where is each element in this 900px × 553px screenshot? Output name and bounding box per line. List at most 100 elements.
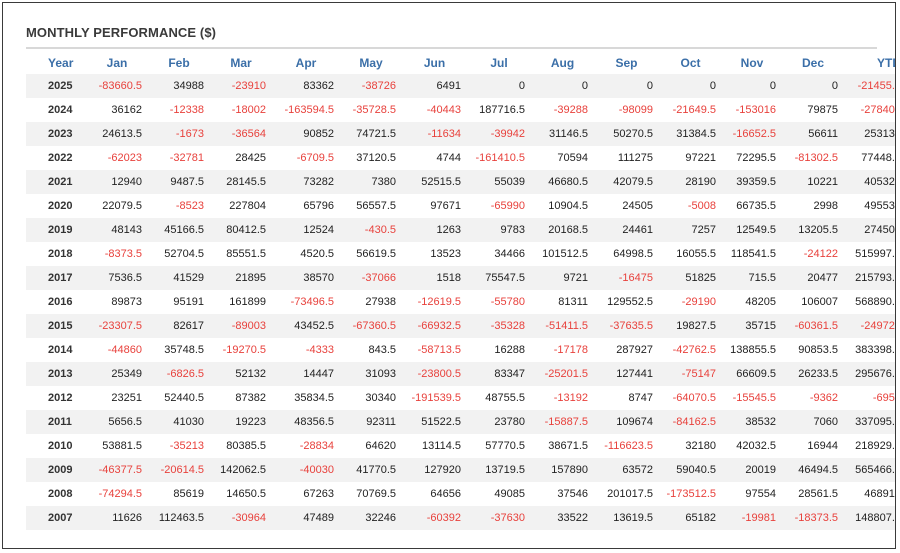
table-row: 2013 25349 -6826.5 52132 14447 31093 -23800.5 8… (26, 362, 895, 386)
ytd-cell: 148807.5 (844, 506, 895, 530)
month-cell-oct: -75147 (659, 362, 722, 386)
month-cell-may: 64620 (340, 434, 402, 458)
month-cell-jun: -40443 (402, 98, 467, 122)
table-row: 2014 -44860 35748.5 -19270.5 -4333 843.5 -5871… (26, 338, 895, 362)
month-cell-jul: 0 (467, 74, 531, 98)
table-row: 2024 36162 -12338 -18002 -163594.5 -35728.5 -4… (26, 98, 895, 122)
ytd-cell: -6959 (844, 386, 895, 410)
month-cell-sep: 201017.5 (594, 482, 659, 506)
month-cell-sep: 109674 (594, 410, 659, 434)
column-header-may: May (359, 55, 383, 70)
month-cell-jun: 127920 (402, 458, 467, 482)
ytd-cell: 383398.5 (844, 338, 895, 362)
month-cell-nov: 35715 (722, 314, 782, 338)
month-cell-may: 56557.5 (340, 194, 402, 218)
month-cell-nov: -15545.5 (722, 386, 782, 410)
month-cell-sep: 42079.5 (594, 170, 659, 194)
month-cell-may: 37120.5 (340, 146, 402, 170)
month-cell-jan: -23307.5 (86, 314, 148, 338)
month-cell-mar: 21895 (210, 266, 272, 290)
month-cell-apr: 43452.5 (272, 314, 340, 338)
month-cell-feb: -35213 (148, 434, 210, 458)
month-cell-apr: 65796 (272, 194, 340, 218)
month-cell-sep: 287927 (594, 338, 659, 362)
month-cell-jun: 1518 (402, 266, 467, 290)
ytd-cell: 218929.5 (844, 434, 895, 458)
month-cell-mar: 28425 (210, 146, 272, 170)
month-cell-feb: -12338 (148, 98, 210, 122)
month-cell-jun: -23800.5 (402, 362, 467, 386)
column-header-dec: Dec (801, 55, 824, 70)
ytd-cell: 337095.5 (844, 410, 895, 434)
month-cell-dec: 7060 (782, 410, 844, 434)
month-cell-may: -37066 (340, 266, 402, 290)
month-cell-mar: 80385.5 (210, 434, 272, 458)
month-cell-feb: 45166.5 (148, 218, 210, 242)
month-cell-nov: 48205 (722, 290, 782, 314)
month-cell-apr: 73282 (272, 170, 340, 194)
column-header-mar: Mar (230, 55, 252, 70)
table-body: 2025 -83660.5 34988 -23910 83362 -38726 6491 0 0… (26, 74, 895, 530)
month-cell-sep: 111275 (594, 146, 659, 170)
month-cell-jun: 6491 (402, 74, 467, 98)
month-cell-sep: -37635.5 (594, 314, 659, 338)
month-cell-feb: 9487.5 (148, 170, 210, 194)
month-cell-sep: 24505 (594, 194, 659, 218)
month-cell-jun: -11634 (402, 122, 467, 146)
month-cell-aug: 10904.5 (531, 194, 594, 218)
month-cell-apr: 83362 (272, 74, 340, 98)
month-cell-jan: -83660.5 (86, 74, 148, 98)
month-cell-may: -67360.5 (340, 314, 402, 338)
month-cell-dec: 0 (782, 74, 844, 98)
month-cell-jan: 22079.5 (86, 194, 148, 218)
month-cell-dec: -18373.5 (782, 506, 844, 530)
column-header-nov: Nov (740, 55, 764, 70)
panel-title: MONTHLY PERFORMANCE ($) (26, 25, 217, 40)
month-cell-mar: -36564 (210, 122, 272, 146)
year-cell: 2025 (26, 74, 86, 98)
month-cell-sep: 50270.5 (594, 122, 659, 146)
column-header-aug: Aug (550, 55, 575, 70)
month-cell-oct: 7257 (659, 218, 722, 242)
table-row: 2019 48143 45166.5 80412.5 12524 -430.5 1263 97… (26, 218, 895, 242)
month-cell-may: 31093 (340, 362, 402, 386)
ytd-cell: 405320 (844, 170, 895, 194)
month-cell-jan: 11626 (86, 506, 148, 530)
month-cell-feb: -20614.5 (148, 458, 210, 482)
table-row: 2012 23251 52440.5 87382 35834.5 30340 -191539… (26, 386, 895, 410)
table-header: Year Jan Feb Mar Apr May Jun Jul Aug Sep Oct Nov Dec… (26, 51, 895, 74)
month-cell-mar: 161899 (210, 290, 272, 314)
month-cell-jul: 34466 (467, 242, 531, 266)
month-cell-jan: -74294.5 (86, 482, 148, 506)
year-cell: 2018 (26, 242, 86, 266)
month-cell-jan: 89873 (86, 290, 148, 314)
column-header-sep: Sep (615, 55, 638, 70)
month-cell-jul: -35328 (467, 314, 531, 338)
month-cell-nov: 66609.5 (722, 362, 782, 386)
month-cell-nov: 0 (722, 74, 782, 98)
month-cell-apr: -6709.5 (272, 146, 340, 170)
month-cell-dec: 56611 (782, 122, 844, 146)
month-cell-mar: 80412.5 (210, 218, 272, 242)
month-cell-sep: 8747 (594, 386, 659, 410)
month-cell-oct: 16055.5 (659, 242, 722, 266)
month-cell-apr: 67263 (272, 482, 340, 506)
month-cell-nov: 42032.5 (722, 434, 782, 458)
month-cell-jul: 49085 (467, 482, 531, 506)
month-cell-jun: 52515.5 (402, 170, 467, 194)
month-cell-jan: 12940 (86, 170, 148, 194)
table-row: 2020 22079.5 -8523 227804 65796 56557.5 97671-… (26, 194, 895, 218)
month-cell-jun: 4744 (402, 146, 467, 170)
month-cell-aug: -39288 (531, 98, 594, 122)
month-cell-dec: -81302.5 (782, 146, 844, 170)
month-cell-jan: 25349 (86, 362, 148, 386)
table-row: 2009 -46377.5 -20614.5 142062.5 -40030 41770.… (26, 458, 895, 482)
month-cell-jun: 13114.5 (402, 434, 467, 458)
month-cell-feb: -6826.5 (148, 362, 210, 386)
month-cell-apr: 90852 (272, 122, 340, 146)
ytd-cell: -21455.5 (844, 74, 895, 98)
month-cell-feb: 35748.5 (148, 338, 210, 362)
ytd-cell: 274503 (844, 218, 895, 242)
month-cell-apr: -40030 (272, 458, 340, 482)
month-cell-jul: 48755.5 (467, 386, 531, 410)
